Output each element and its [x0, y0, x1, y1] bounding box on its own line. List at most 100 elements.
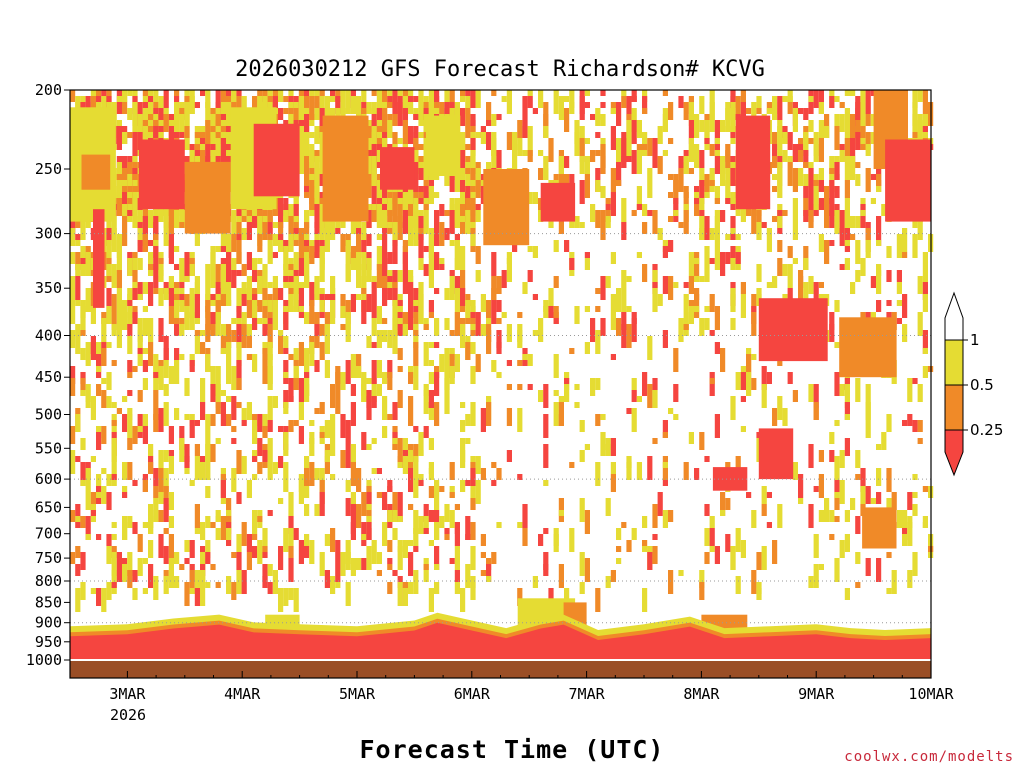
ri-cell [793, 216, 798, 240]
ri-cell [866, 240, 871, 258]
ri-cell [476, 90, 481, 108]
ri-cell [450, 366, 455, 384]
ri-cell [262, 96, 267, 108]
ri-cell [429, 180, 434, 186]
ri-cell [366, 294, 371, 312]
legend-swatch-orange [945, 385, 963, 430]
ri-cell [127, 210, 132, 216]
ri-cell [866, 168, 871, 192]
ri-cell [606, 204, 611, 210]
ri-cell [580, 582, 585, 594]
ri-cell [231, 396, 236, 420]
ri-cell [330, 300, 335, 324]
ri-cell [153, 486, 158, 498]
ri-cell [465, 228, 470, 234]
ri-cell [314, 222, 319, 228]
ri-cell [164, 120, 169, 132]
ri-cell [465, 120, 470, 138]
ri-cell [455, 264, 460, 270]
ri-cell [403, 222, 408, 228]
ri-cell [668, 240, 673, 252]
ri-cell [143, 282, 148, 294]
ri-cell [834, 342, 839, 348]
ri-cell [684, 462, 689, 480]
ri-cell [486, 132, 491, 150]
ri-cell [91, 306, 96, 324]
ri-cell [777, 258, 782, 276]
ri-cell [398, 438, 403, 450]
ri-cell [112, 420, 117, 426]
y-tick-label: 250 [35, 160, 62, 178]
ri-cell [444, 534, 449, 540]
ri-cell [767, 522, 772, 528]
ri-cell [231, 438, 236, 444]
ri-cell [247, 210, 252, 216]
ri-cell [834, 114, 839, 126]
ri-cell [127, 324, 132, 336]
ri-cell [356, 108, 361, 114]
ri-cell [829, 240, 834, 246]
ri-cell [117, 240, 122, 264]
ri-cell [710, 378, 715, 384]
ri-cell [288, 234, 293, 252]
ri-cell [351, 462, 356, 486]
ri-cell [70, 288, 75, 300]
ri-cell [543, 564, 548, 570]
ri-cell [845, 114, 850, 120]
ri-cell [247, 480, 252, 498]
ri-cell [408, 468, 413, 492]
ri-cell [434, 480, 439, 486]
ri-cell [814, 564, 819, 588]
ri-cell [507, 360, 512, 366]
ri-cell [829, 432, 834, 444]
ri-cell [346, 360, 351, 384]
ri-cell [252, 270, 257, 282]
ri-cell [127, 336, 132, 354]
ri-cell [611, 126, 616, 150]
ri-cell [184, 456, 189, 462]
ri-cell [382, 492, 387, 510]
ri-cell [346, 498, 351, 516]
ri-cell [278, 108, 283, 120]
ri-cell [398, 558, 403, 570]
ri-cell [101, 588, 106, 612]
ri-cell [372, 468, 377, 474]
ri-cell [86, 534, 91, 540]
ri-cell [845, 240, 850, 246]
ri-cell [663, 90, 668, 96]
ri-cell [840, 144, 845, 150]
ri-cell [574, 384, 579, 390]
ri-cell [829, 450, 834, 462]
ri-cell [897, 270, 902, 282]
ri-cell [91, 396, 96, 420]
ri-cell [699, 228, 704, 240]
ri-cell [923, 348, 928, 354]
ri-cell [782, 138, 787, 144]
ri-cell [694, 144, 699, 162]
ri-cell [382, 108, 387, 132]
ri-cell [221, 480, 226, 498]
ri-cell [470, 498, 475, 510]
ri-cell [351, 492, 356, 504]
ri-cell [262, 552, 267, 558]
ri-cell [236, 342, 241, 354]
ri-cell [398, 306, 403, 312]
ri-cell [465, 108, 470, 120]
ri-cell [86, 342, 91, 366]
ri-cell [866, 426, 871, 438]
ri-cell [455, 528, 460, 546]
ri-cell [205, 156, 210, 162]
ri-cell [871, 276, 876, 288]
ri-cell [294, 282, 299, 294]
ri-cell [866, 558, 871, 576]
ri-cell [730, 192, 735, 198]
ri-cell [772, 276, 777, 288]
ri-cell [564, 384, 569, 402]
ri-cell [611, 354, 616, 360]
ri-cell [195, 456, 200, 480]
ri-cell [580, 222, 585, 228]
ri-cell [205, 264, 210, 282]
ri-cell [595, 114, 600, 126]
ri-cell [460, 108, 465, 126]
ri-cell [242, 324, 247, 342]
